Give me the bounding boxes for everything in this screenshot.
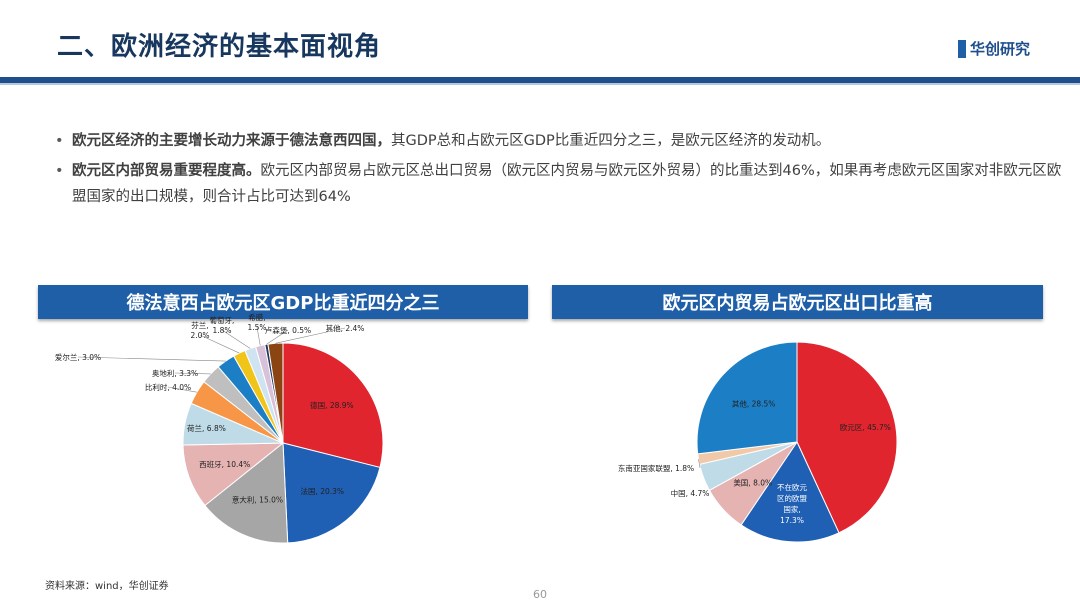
bullet-dot-icon: • <box>55 163 64 179</box>
gdp-chart-title: 德法意西占欧元区GDP比重近四分之三 <box>38 285 528 319</box>
gdp-pie-slice <box>182 442 285 507</box>
gdp-leader-line <box>221 329 251 349</box>
logo-text: 华创研究 <box>970 40 1031 58</box>
gdp-pie-slice <box>182 402 284 446</box>
gdp-slice-label: 西班牙, 10.4% <box>199 459 250 469</box>
gdp-pie-slice <box>203 366 284 444</box>
gdp-leader-line <box>167 386 197 393</box>
export-leader-line <box>698 459 701 469</box>
export-slice-label: 国家, <box>783 504 800 514</box>
gdp-slice-label: 意大利, 15.0% <box>232 494 283 504</box>
gdp-slice-label: 其他, 2.4% <box>326 323 365 333</box>
gdp-leader-line <box>77 356 226 362</box>
bullet-bold-text: 欧元区内部贸易重要程度高。 <box>72 163 261 179</box>
logo-icon <box>958 39 966 58</box>
bullet-text: 欧元区内部贸易占欧元区总出口贸易（欧元区内贸易与欧元区外贸易）的比重达到46%，… <box>72 163 1062 205</box>
bullet-item: • 欧元区内部贸易重要程度高。欧元区内部贸易占欧元区总出口贸易（欧元区内贸易与欧… <box>55 158 1065 210</box>
gdp-pie-slice <box>255 344 284 444</box>
gdp-pie-slice <box>282 342 384 469</box>
gdp-pie-slices <box>182 342 384 544</box>
bullet-text: 其GDP总和占欧元区GDP比重近四分之三，是欧元区经济的发动机。 <box>391 133 831 149</box>
export-slice-label: 欧元区, 45.7% <box>840 422 891 432</box>
gdp-leader-line <box>174 372 211 375</box>
export-pie-slice <box>740 440 840 543</box>
source-note: 资料来源：wind，华创证券 <box>45 581 169 592</box>
bullet-list: • 欧元区经济的主要增长动力来源于德法意西四国，其GDP总和占欧元区GDP比重近… <box>55 128 1065 214</box>
slide-title: 二、欧洲经济的基本面视角 <box>57 32 382 62</box>
gdp-pie-slice <box>282 442 381 544</box>
gdp-pie-slice <box>233 349 284 444</box>
gdp-slice-label: 2.0% <box>190 331 209 340</box>
gdp-slice-label: 1.5% <box>247 323 266 332</box>
gdp-slice-label: 荷兰, 6.8% <box>187 423 226 433</box>
export-slice-label: 中国, 4.7% <box>671 488 710 498</box>
bullet-item: • 欧元区经济的主要增长动力来源于德法意西四国，其GDP总和占欧元区GDP比重近… <box>55 128 1065 154</box>
gdp-pie-slice <box>204 441 289 544</box>
gdp-slice-label: 奥地利, 3.3% <box>152 368 198 378</box>
export-slice-label: 美国, 8.0% <box>733 477 772 487</box>
bullet-bold-text: 欧元区经济的主要增长动力来源于德法意西四国， <box>72 133 391 149</box>
gdp-pie-slice <box>267 342 284 444</box>
gdp-leader-line <box>266 329 289 345</box>
export-slice-label: 不在欧元 <box>777 482 807 492</box>
gdp-pie-slice <box>217 355 284 444</box>
export-pie-slices <box>696 341 898 543</box>
export-pie-slice <box>708 441 798 526</box>
export-chart-title: 欧元区内贸易占欧元区出口比重高 <box>552 285 1043 319</box>
page-number: 60 <box>533 588 547 601</box>
export-slice-label: 东南亚国家联盟, 1.8% <box>618 463 694 473</box>
gdp-slice-label: 1.8% <box>212 326 231 335</box>
export-slice-label: 其他, 28.5% <box>732 398 776 408</box>
export-pie-slice <box>698 441 798 491</box>
gdp-slice-label: 爱尔兰, 3.0% <box>55 352 101 362</box>
gdp-pie-slice <box>244 346 284 444</box>
gdp-slice-label: 芬兰, <box>191 320 208 330</box>
gdp-leader-line <box>256 326 261 346</box>
gdp-slice-label: 比利时, 4.0% <box>145 382 191 392</box>
gdp-leader-line <box>199 334 240 354</box>
gdp-slice-label: 德国, 28.9% <box>310 400 354 410</box>
header-divider-light <box>0 83 1080 85</box>
export-pie-slice <box>697 441 798 465</box>
gdp-slice-label: 卢森堡, 0.5% <box>265 325 311 335</box>
export-pie-slice <box>696 341 798 455</box>
export-pie-slice <box>796 341 898 534</box>
brand-logo: 华创研究 <box>958 38 1030 59</box>
export-slice-label: 17.3% <box>780 516 804 525</box>
header-divider <box>0 77 1080 83</box>
gdp-leader-line <box>275 327 346 344</box>
bullet-dot-icon: • <box>55 133 64 149</box>
gdp-pie-slice <box>264 343 284 444</box>
gdp-pie-slice <box>190 381 284 444</box>
gdp-slice-label: 法国, 20.3% <box>300 486 344 496</box>
export-slice-label: 区的欧盟 <box>777 493 807 503</box>
